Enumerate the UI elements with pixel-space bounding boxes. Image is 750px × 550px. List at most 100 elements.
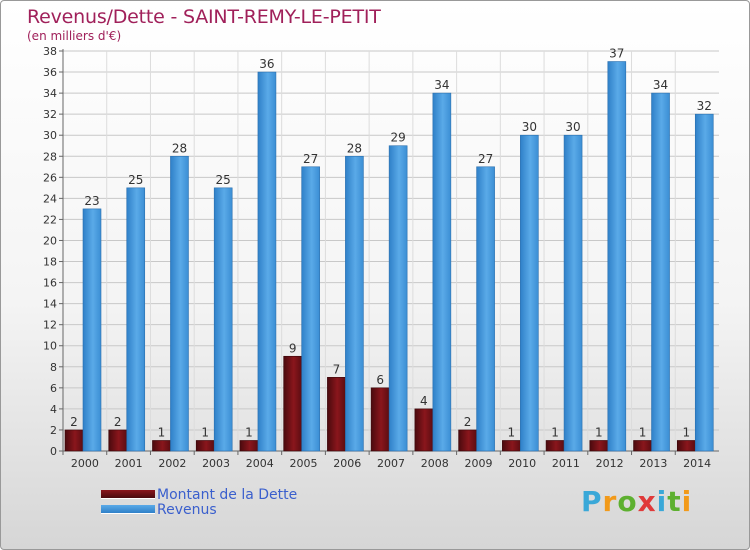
y-tick-label: 32 (43, 108, 57, 121)
bar-revenus (345, 155, 364, 452)
y-tick-label: 0 (50, 445, 57, 458)
chart-title: Revenus/Dette - SAINT-REMY-LE-PETIT (27, 6, 381, 28)
logo-letter: x (637, 485, 657, 518)
data-label-dette: 1 (595, 425, 603, 439)
data-label-revenus: 28 (172, 141, 187, 155)
x-tick-label: 2013 (639, 457, 667, 470)
x-tick-label: 2010 (508, 457, 536, 470)
data-label-dette: 9 (289, 341, 297, 355)
chart-subtitle: (en milliers d'€) (27, 29, 122, 43)
bar-revenus (694, 113, 714, 452)
y-tick-label: 26 (43, 171, 57, 184)
data-label-dette: 6 (376, 373, 384, 387)
logo-letter: i (656, 485, 668, 518)
bar-revenus (126, 187, 146, 452)
data-label-revenus: 23 (84, 194, 99, 208)
bar-dette (327, 377, 346, 452)
data-label-revenus: 37 (609, 47, 624, 61)
bar-revenus (257, 71, 277, 452)
logo-letter: t (667, 485, 682, 518)
data-label-dette: 1 (508, 425, 516, 439)
y-tick-label: 2 (50, 424, 57, 437)
x-tick-label: 2008 (421, 457, 449, 470)
data-label-dette: 7 (333, 362, 341, 376)
legend-label-debt: Montant de la Dette (157, 487, 298, 503)
legend-swatch-revenus (101, 505, 155, 513)
y-tick-label: 12 (43, 319, 57, 332)
logo-letter: o (617, 485, 638, 518)
data-label-revenus: 34 (653, 78, 668, 92)
data-label-revenus: 36 (259, 57, 274, 71)
y-tick-label: 18 (43, 256, 57, 269)
y-tick-label: 8 (50, 361, 57, 374)
bar-revenus (301, 166, 320, 452)
bar-dette (152, 440, 171, 452)
bar-dette (633, 440, 652, 452)
x-tick-label: 2009 (464, 457, 492, 470)
data-label-dette: 2 (114, 415, 122, 429)
data-label-dette: 1 (639, 425, 647, 439)
bar-revenus (476, 166, 495, 452)
y-tick-label: 22 (43, 213, 57, 226)
data-label-dette: 1 (245, 425, 253, 439)
logo-letter: i (681, 485, 693, 518)
x-tick-label: 2007 (377, 457, 405, 470)
bar-dette (108, 429, 128, 452)
x-tick-label: 2001 (115, 457, 143, 470)
x-tick-label: 2000 (71, 457, 99, 470)
y-tick-label: 10 (43, 340, 57, 353)
data-label-dette: 1 (158, 425, 166, 439)
data-label-revenus: 30 (565, 120, 580, 134)
y-tick-label: 16 (43, 277, 57, 290)
y-tick-label: 30 (43, 129, 57, 142)
data-label-dette: 2 (70, 415, 78, 429)
y-tick-label: 34 (43, 87, 57, 100)
bar-dette (195, 440, 215, 452)
y-tick-label: 28 (43, 150, 57, 163)
data-label-dette: 4 (420, 394, 428, 408)
logo-letter: r (602, 485, 618, 518)
x-tick-label: 2002 (158, 457, 186, 470)
y-tick-label: 20 (43, 234, 57, 247)
data-label-dette: 1 (551, 425, 559, 439)
bar-revenus (563, 134, 583, 452)
bar-dette (414, 408, 434, 452)
bar-dette (283, 355, 302, 452)
data-label-revenus: 27 (478, 152, 493, 166)
legend-label-revenus: Revenus (157, 502, 217, 518)
logo-letter: P (581, 485, 603, 518)
y-tick-label: 38 (43, 45, 57, 58)
data-label-revenus: 25 (216, 173, 231, 187)
data-label-revenus: 27 (303, 152, 318, 166)
x-tick-label: 2004 (246, 457, 274, 470)
bar-revenus (607, 61, 627, 452)
bar-dette (589, 440, 609, 452)
bar-revenus (82, 208, 102, 452)
x-tick-label: 2003 (202, 457, 230, 470)
bar-dette (64, 429, 84, 452)
x-tick-label: 2012 (596, 457, 624, 470)
y-tick-label: 24 (43, 192, 57, 205)
bar-dette (502, 440, 521, 452)
x-tick-label: 2011 (552, 457, 580, 470)
x-tick-label: 2006 (333, 457, 361, 470)
bar-revenus (520, 134, 539, 452)
data-label-dette: 2 (464, 415, 472, 429)
proxiti-logo: Proxiti (581, 485, 692, 518)
data-label-dette: 1 (201, 425, 209, 439)
bar-dette (676, 440, 696, 452)
y-tick-label: 6 (50, 382, 57, 395)
legend-swatch-debt (101, 490, 155, 498)
bar-dette (370, 387, 390, 452)
data-label-revenus: 34 (434, 78, 449, 92)
x-tick-label: 2005 (290, 457, 318, 470)
y-tick-label: 36 (43, 66, 57, 79)
data-label-revenus: 29 (390, 131, 405, 145)
bar-revenus (651, 92, 670, 452)
y-tick-label: 14 (43, 298, 57, 311)
data-label-dette: 1 (682, 425, 690, 439)
bar-dette (239, 440, 259, 452)
data-label-revenus: 30 (522, 120, 537, 134)
data-label-revenus: 28 (347, 141, 362, 155)
